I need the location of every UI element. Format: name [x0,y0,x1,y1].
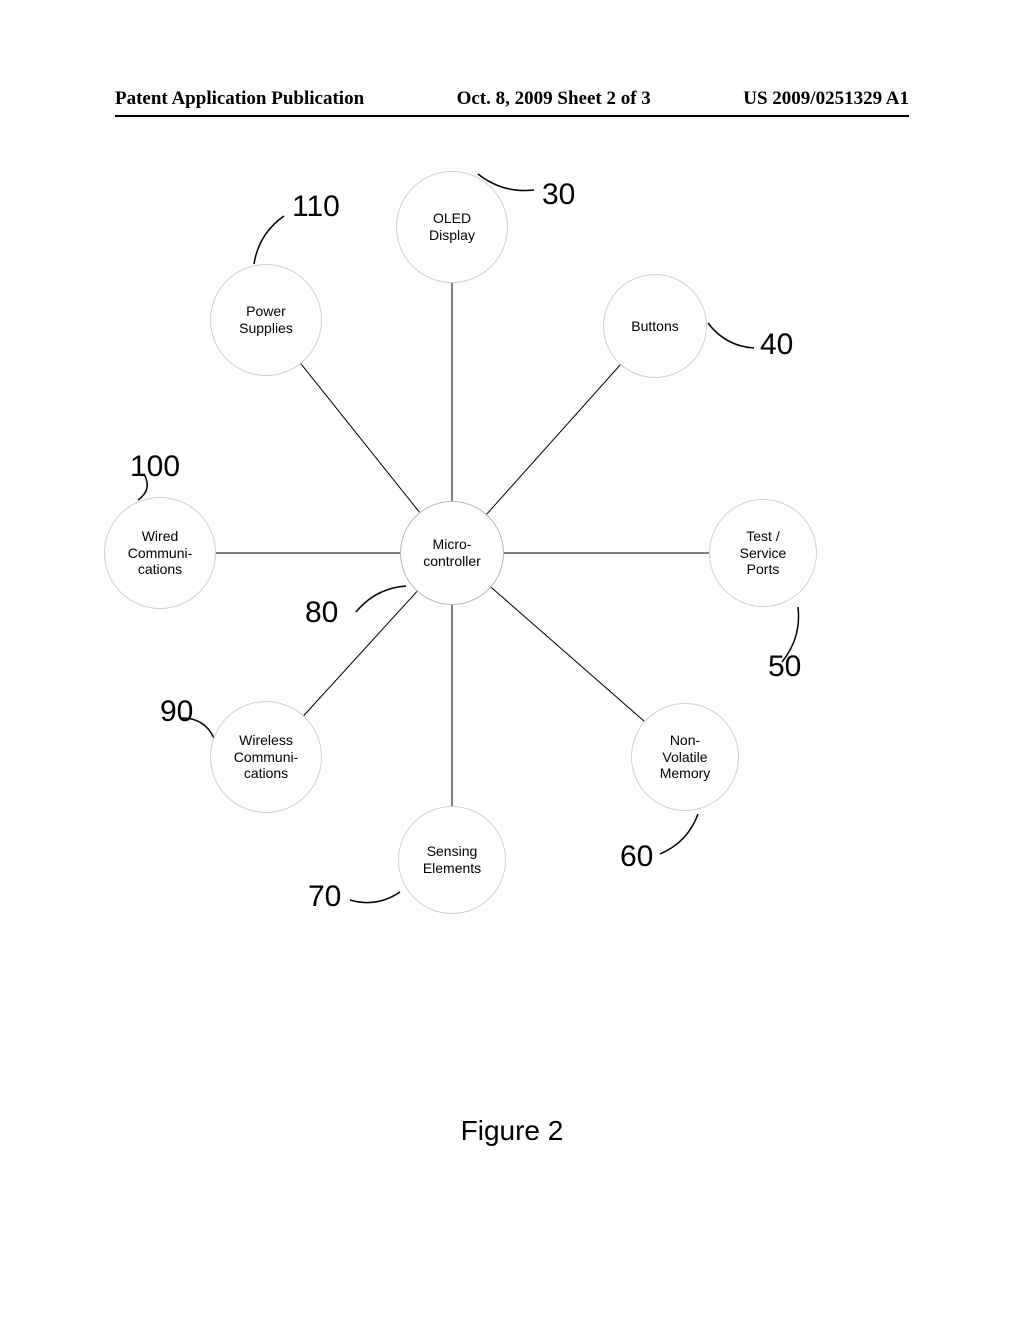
node-label: Test / Service Ports [740,528,787,578]
node-ports: Test / Service Ports [709,499,817,607]
ref-30: 30 [542,178,575,212]
ref-80: 80 [305,596,338,630]
header-rule [115,115,909,117]
system-diagram: Micro- controller 80 OLED Display 30 Buttons… [0,160,1024,1020]
ref-70: 70 [308,880,341,914]
node-label: OLED Display [429,210,475,244]
node-label: Wireless Communi- cations [234,732,299,782]
node-label: Power Supplies [239,303,293,337]
ref-90: 90 [160,695,193,729]
header-center: Oct. 8, 2009 Sheet 2 of 3 [457,88,651,110]
ref-100: 100 [130,450,180,484]
node-label: Non- Volatile Memory [660,732,711,782]
ref-50: 50 [768,650,801,684]
node-label: Sensing Elements [423,843,481,877]
node-label: Buttons [631,318,678,335]
node-oled: OLED Display [396,171,508,283]
node-sensing: Sensing Elements [398,806,506,914]
node-center: Micro- controller [400,501,504,605]
ref-40: 40 [760,328,793,362]
ref-110: 110 [292,190,340,224]
ref-60: 60 [620,840,653,874]
header-right: US 2009/0251329 A1 [743,88,909,110]
node-label: Wired Communi- cations [128,528,193,578]
node-power: Power Supplies [210,264,322,376]
page-header: Patent Application Publication Oct. 8, 2… [0,88,1024,110]
node-buttons: Buttons [603,274,707,378]
node-wireless: Wireless Communi- cations [210,701,322,813]
figure-caption: Figure 2 [0,1115,1024,1147]
node-memory: Non- Volatile Memory [631,703,739,811]
header-left: Patent Application Publication [115,88,364,110]
node-wired: Wired Communi- cations [104,497,216,609]
node-label: Micro- controller [423,536,481,570]
